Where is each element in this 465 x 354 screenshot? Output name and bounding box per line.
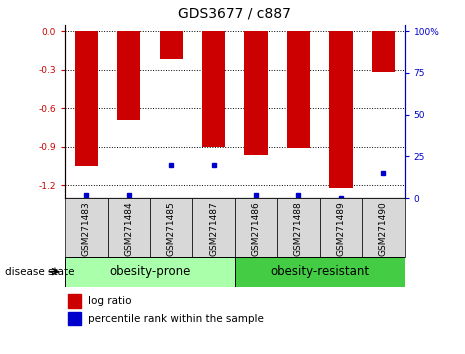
Bar (68, 312, 81, 325)
Bar (202, 31, 225, 147)
Text: obesity-prone: obesity-prone (109, 265, 191, 278)
Text: GSM271484: GSM271484 (124, 201, 133, 256)
Bar (245, 31, 268, 155)
Bar (68, 294, 81, 308)
Bar (117, 31, 140, 120)
FancyBboxPatch shape (193, 198, 235, 257)
Text: percentile rank within the sample: percentile rank within the sample (87, 314, 263, 324)
Bar (159, 31, 183, 59)
Text: GSM271487: GSM271487 (209, 201, 218, 256)
Bar (75, 31, 98, 166)
FancyBboxPatch shape (65, 257, 235, 287)
Text: log ratio: log ratio (87, 296, 131, 306)
Text: GSM271483: GSM271483 (82, 201, 91, 256)
FancyBboxPatch shape (235, 257, 405, 287)
FancyBboxPatch shape (235, 198, 277, 257)
Bar (372, 31, 395, 72)
Text: GSM271486: GSM271486 (252, 201, 260, 256)
Text: GSM271490: GSM271490 (379, 201, 388, 256)
Text: GSM271485: GSM271485 (166, 201, 176, 256)
FancyBboxPatch shape (277, 198, 320, 257)
FancyBboxPatch shape (65, 198, 107, 257)
Bar (287, 31, 310, 148)
FancyBboxPatch shape (362, 198, 405, 257)
Text: obesity-resistant: obesity-resistant (270, 265, 369, 278)
FancyBboxPatch shape (150, 198, 193, 257)
Title: GDS3677 / c887: GDS3677 / c887 (179, 7, 291, 21)
FancyBboxPatch shape (107, 198, 150, 257)
Text: GSM271489: GSM271489 (336, 201, 345, 256)
Text: disease state: disease state (5, 267, 74, 277)
Bar (329, 31, 352, 188)
FancyBboxPatch shape (320, 198, 362, 257)
Text: GSM271488: GSM271488 (294, 201, 303, 256)
